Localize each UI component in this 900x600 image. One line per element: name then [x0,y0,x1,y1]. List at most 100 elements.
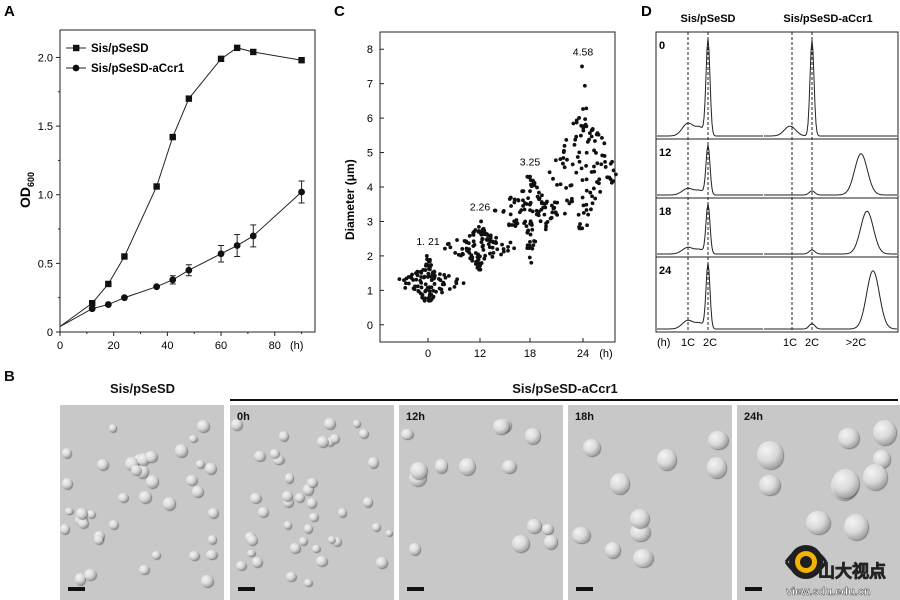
cell [75,573,86,585]
scatter-point [574,134,579,139]
scatter-point [446,241,451,246]
scatter-point [584,208,589,212]
histogram-aCcr1-row [764,210,897,255]
cell [138,490,151,503]
cell [511,535,530,552]
cell [206,549,217,560]
x-axis-unit: (h) [599,348,612,360]
scatter-point [421,296,426,301]
y-tick-label: 1.0 [38,190,53,202]
scatter-point [553,210,558,215]
cell [118,492,128,503]
scatter-point [423,282,428,287]
scatter-point [460,247,465,251]
scatter-point [578,133,583,138]
scatter-point [481,247,486,252]
data-point-circle [233,242,241,249]
scatter-point [527,243,532,248]
axis-mark-2c: 2C [703,337,717,349]
scatter-point [595,161,600,166]
scatter-point [476,229,481,234]
scatter-point [429,274,433,279]
cell [527,519,541,534]
scatter-point [520,189,525,194]
scatter-point [581,203,586,208]
panel-letter-c: C [334,3,345,20]
cell [459,458,476,476]
scatter-point [508,212,513,217]
scatter-point [521,203,525,208]
scatter-point [471,239,476,244]
scatter-point [426,271,431,276]
scatter-point [525,229,530,234]
scatter-point [527,255,532,260]
scatter-point [461,281,466,286]
scatter-point [442,282,447,287]
scatter-point [588,190,593,195]
legend-label: Sis/pSeSD-aCcr1 [91,63,185,75]
cell [863,463,887,490]
scatter-point [558,182,563,187]
y-axis-label: OD600 [17,172,36,208]
data-point-square [89,299,96,307]
cell [249,492,261,503]
cell [208,508,219,518]
scatter-point [501,247,506,251]
scatter-point [584,202,589,207]
axis-mark-1c: 1C [783,337,797,349]
cell [609,473,629,495]
scatter-point [528,232,533,237]
cell [872,450,891,468]
scatter-point [561,156,566,160]
cell [831,469,859,499]
scatter-point [562,143,567,148]
scatter-point [528,240,532,244]
data-point-circle [121,294,128,302]
y-tick-label: 5 [367,148,373,160]
cell [294,492,304,503]
y-tick-label: 1.5 [38,121,53,133]
scatter-point [516,198,521,203]
scatter-point [480,244,485,249]
cell [258,507,269,518]
scatter-point [409,276,414,281]
dna-content-histograms: D Sis/pSeSD Sis/pSeSD-aCcr1 0 12 18 24 (h) 1C 2C… [641,3,899,349]
cell [163,497,176,510]
cell [136,465,149,478]
data-point-circle [169,276,177,284]
scatter-point [415,269,420,274]
cell [93,535,104,544]
cell [137,453,150,466]
x-axis-unit: (h) [290,340,303,352]
cell [278,430,289,441]
scatter-point [565,157,569,162]
scatter-point [495,247,500,252]
scatter-point [419,270,424,275]
scatter-point [589,170,594,174]
scatter-point [528,189,532,194]
scatter-point [455,277,460,282]
scatter-point [555,200,560,205]
scatter-point [522,221,527,226]
cell [283,521,292,529]
timepoint-label: 12h [406,411,425,423]
scatter-point [526,175,531,180]
scatter-point [582,83,587,88]
scatter-point [419,275,423,279]
cell [286,572,296,582]
cell [844,514,869,541]
data-point-square [153,183,160,190]
scatter-point [488,251,492,256]
cell [273,454,284,465]
cell [316,556,327,566]
scatter-point [581,126,586,130]
micrograph-panel [60,405,224,600]
data-point-circle [88,305,96,313]
scale-bar [238,587,255,591]
scatter-point [500,242,504,247]
scatter-point [438,272,442,277]
scatter-point [581,107,585,111]
scatter-point [611,168,616,173]
scatter-point [592,164,596,169]
column-header-aCcr1: Sis/pSeSD-aCcr1 [783,13,872,25]
